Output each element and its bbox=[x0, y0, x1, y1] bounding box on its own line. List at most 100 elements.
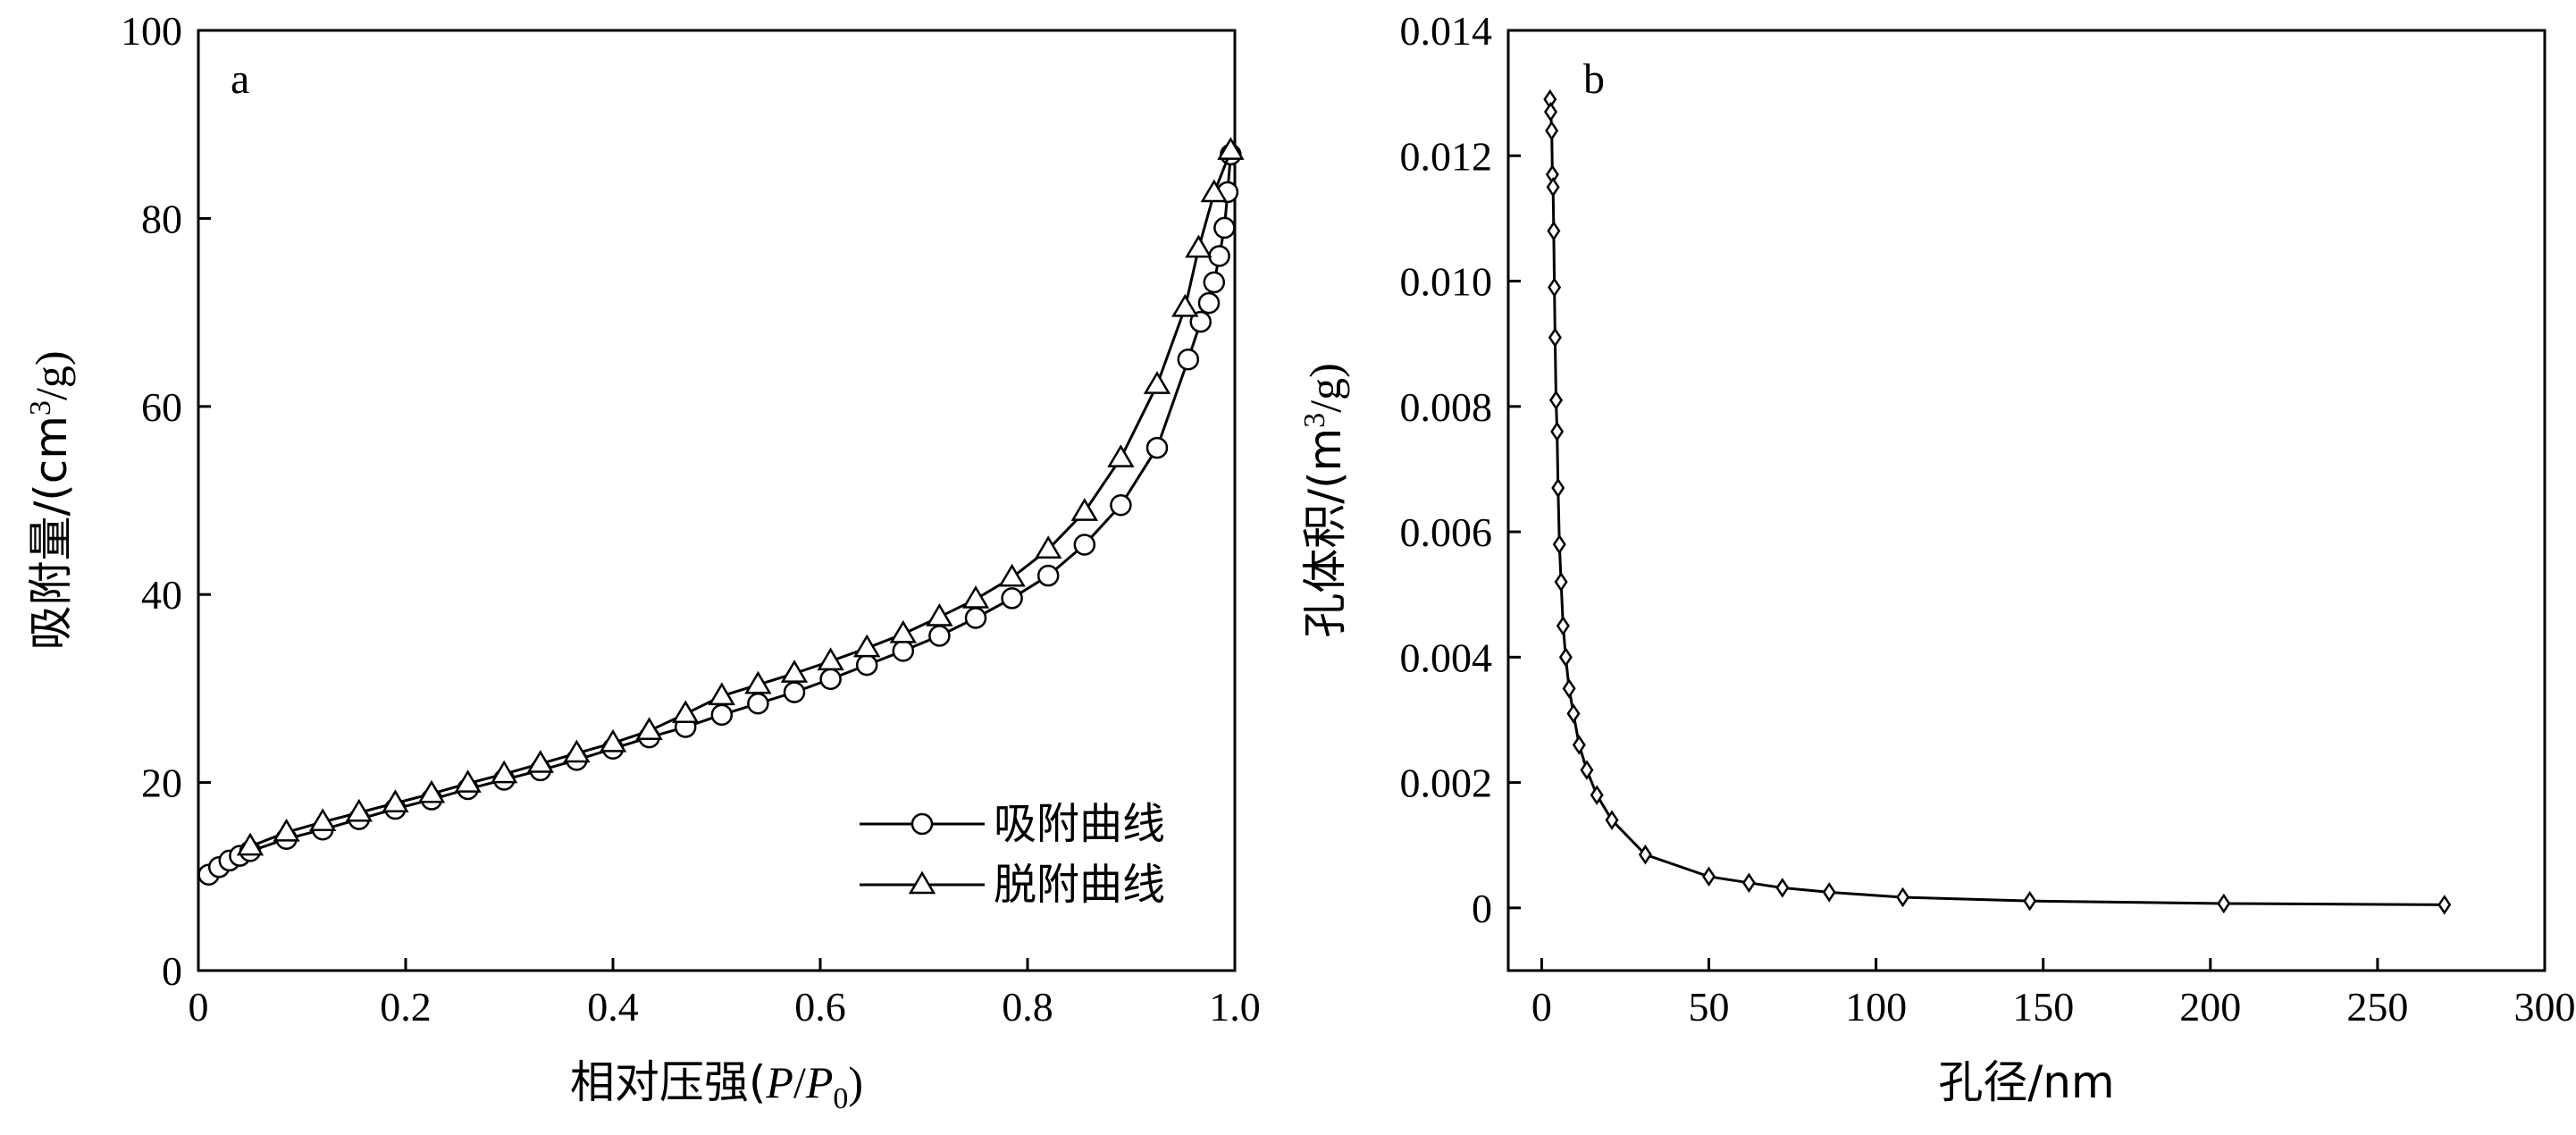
panel-a-label: a bbox=[231, 55, 249, 103]
data-point-circle bbox=[855, 653, 878, 677]
panel-a-x-tick-labels: 0 0.2 0.4 0.6 0.8 1.0 bbox=[189, 984, 1261, 1030]
data-point-diamond bbox=[2438, 895, 2452, 915]
data-point-triangle bbox=[491, 760, 518, 784]
data-point-circle bbox=[783, 681, 806, 703]
y-tick-label: 0 bbox=[1472, 886, 1492, 931]
y-tick-label: 20 bbox=[141, 761, 182, 806]
data-point-triangle bbox=[1171, 293, 1199, 317]
data-point-triangle bbox=[1143, 371, 1171, 394]
data-point-triangle bbox=[817, 647, 844, 671]
data-point-diamond bbox=[1741, 872, 1756, 894]
data-point-diamond bbox=[1558, 647, 1573, 668]
x-tick-label: 0 bbox=[1531, 984, 1552, 1030]
x-tick-label: 0.2 bbox=[380, 984, 432, 1030]
panel-a-adsorption-isotherm: a 0 0.2 0.4 0.6 0.8 1.0 0 20 40 60 80 100 相对压强(P/P… bbox=[24, 8, 1261, 1115]
y-tick-label: 60 bbox=[141, 384, 182, 430]
y-tick-label: 0.006 bbox=[1400, 509, 1493, 555]
x-tick-label: 1.0 bbox=[1209, 984, 1261, 1030]
data-point-triangle bbox=[345, 798, 373, 822]
data-point-diamond bbox=[1572, 735, 1586, 755]
x-tick-label: 0 bbox=[189, 984, 209, 1030]
panel-b-y-tick-labels: 0 0.002 0.004 0.006 0.008 0.010 0.012 0.014 bbox=[1400, 8, 1493, 931]
x-tick-label: 0.8 bbox=[1002, 984, 1053, 1030]
data-point-circle bbox=[1203, 271, 1226, 294]
legend-label-adsorption: 吸附曲线 bbox=[994, 799, 1165, 849]
legend-label-desorption: 脱附曲线 bbox=[994, 860, 1165, 910]
legend-marker-circle bbox=[910, 812, 934, 836]
data-point-triangle bbox=[236, 832, 264, 856]
data-point-triangle bbox=[382, 789, 409, 812]
data-point-diamond bbox=[1545, 120, 1559, 141]
data-point-diamond bbox=[1702, 866, 1716, 887]
data-point-triangle bbox=[961, 585, 990, 609]
data-point-triangle bbox=[744, 670, 772, 694]
panel-a-y-axis-title: 吸附量/(cm3/g) bbox=[24, 350, 77, 650]
data-point-triangle bbox=[417, 779, 446, 803]
data-point-diamond bbox=[2217, 893, 2231, 914]
data-point-triangle bbox=[889, 619, 917, 643]
data-point-diamond bbox=[1775, 878, 1790, 898]
data-point-triangle bbox=[1217, 137, 1245, 160]
data-point-diamond bbox=[1546, 177, 1560, 198]
data-point-triangle bbox=[1035, 535, 1062, 559]
data-point-diamond bbox=[1896, 887, 1910, 908]
data-point-circle bbox=[1145, 436, 1169, 459]
data-point-circle bbox=[710, 703, 734, 727]
x-tick-label: 100 bbox=[1845, 984, 1907, 1030]
data-point-circle bbox=[819, 668, 842, 691]
data-point-diamond bbox=[1552, 534, 1566, 555]
series-line-1 bbox=[1548, 99, 2445, 906]
data-point-triangle bbox=[635, 717, 663, 740]
data-point-triangle bbox=[1070, 498, 1098, 521]
x-tick-label: 50 bbox=[1689, 984, 1730, 1030]
data-point-triangle bbox=[780, 660, 809, 683]
data-point-triangle bbox=[708, 682, 735, 706]
data-point-diamond bbox=[1544, 101, 1558, 122]
panel-a-plot-frame bbox=[197, 29, 1237, 972]
y-tick-label: 0.004 bbox=[1400, 635, 1493, 680]
data-point-circle bbox=[1197, 291, 1221, 315]
panel-b-label: b bbox=[1583, 55, 1605, 103]
data-point-diamond bbox=[1605, 810, 1619, 830]
data-point-triangle bbox=[273, 818, 300, 842]
panel-a-ticks bbox=[197, 29, 1237, 972]
panel-a-legend: 吸附曲线 脱附曲线 bbox=[860, 799, 1165, 910]
panel-b-ticks bbox=[1508, 29, 2547, 971]
data-point-circle bbox=[747, 692, 769, 715]
data-point-diamond bbox=[1638, 844, 1652, 865]
data-point-diamond bbox=[1549, 390, 1564, 411]
data-point-diamond bbox=[1551, 477, 1565, 499]
legend-item-desorption: 脱附曲线 bbox=[860, 860, 1165, 910]
data-point-triangle bbox=[563, 739, 591, 763]
y-tick-label: 0.002 bbox=[1400, 761, 1493, 806]
legend-item-adsorption: 吸附曲线 bbox=[860, 799, 1165, 849]
y-tick-label: 100 bbox=[121, 8, 182, 54]
y-tick-label: 80 bbox=[141, 196, 182, 241]
x-tick-label: 250 bbox=[2346, 984, 2408, 1030]
data-point-triangle bbox=[309, 808, 337, 832]
legend-marker-triangle bbox=[908, 870, 936, 895]
data-point-diamond bbox=[1566, 703, 1581, 724]
y-tick-label: 0.012 bbox=[1400, 133, 1493, 179]
data-point-diamond bbox=[1822, 882, 1836, 903]
data-point-circle bbox=[1073, 534, 1096, 556]
y-tick-label: 0.010 bbox=[1400, 259, 1493, 305]
data-point-triangle bbox=[526, 750, 554, 773]
data-point-diamond bbox=[1556, 616, 1570, 636]
data-point-diamond bbox=[1562, 678, 1576, 699]
data-point-triangle bbox=[599, 728, 627, 752]
data-point-triangle bbox=[454, 769, 482, 793]
data-point-triangle bbox=[926, 602, 953, 626]
data-point-triangle bbox=[1200, 179, 1228, 203]
data-point-triangle bbox=[998, 563, 1026, 587]
panel-a-y-tick-labels: 0 20 40 60 80 100 bbox=[121, 8, 182, 994]
data-point-circle bbox=[1213, 216, 1236, 240]
panel-b-y-axis-title: 孔体积/(m3/g) bbox=[1298, 363, 1351, 638]
data-point-triangle bbox=[853, 634, 881, 658]
data-point-diamond bbox=[1550, 421, 1565, 442]
x-tick-label: 300 bbox=[2514, 984, 2576, 1030]
data-point-triangle bbox=[1107, 444, 1135, 467]
x-tick-label: 200 bbox=[2179, 984, 2241, 1030]
data-point-diamond bbox=[1590, 785, 1604, 805]
